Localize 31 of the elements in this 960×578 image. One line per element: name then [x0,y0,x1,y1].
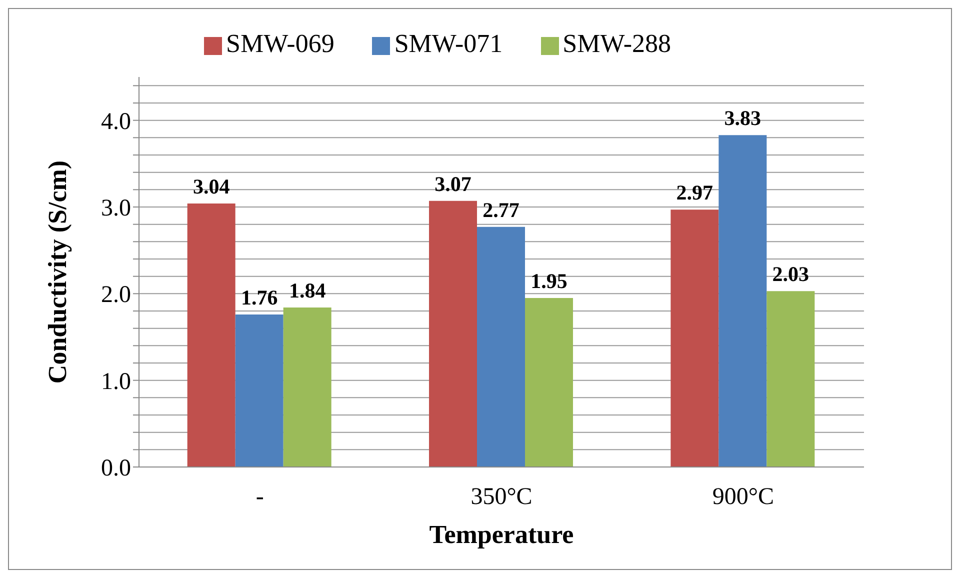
y-tick-label: 4.0 [101,108,131,135]
bar [235,314,284,467]
bar [766,291,815,467]
bar [525,298,573,467]
bar [718,135,767,467]
x-axis-title: Temperature [429,520,574,549]
bar [283,308,332,467]
bar [477,226,525,467]
y-tick-label: 3.0 [101,196,131,222]
y-tick-label: 0.0 [101,456,131,482]
y-tick-label: 1.0 [101,368,131,395]
x-tick-label: 350°C [470,484,532,510]
bar [429,200,477,467]
y-tick-label: 2.0 [101,282,131,308]
data-label: 1.76 [240,285,278,310]
data-label: 3.07 [434,172,472,196]
x-tick-label: - [256,484,264,510]
y-axis-title: Conductivity (S/cm) [43,160,72,384]
x-tick-label: 900°C [712,484,774,510]
data-label: 1.95 [530,269,568,293]
legend-label: SMW-288 [562,29,672,58]
data-label: 2.97 [676,180,714,205]
data-label: 3.04 [192,174,230,199]
data-label: 2.77 [482,198,520,222]
data-label: 2.03 [772,262,810,286]
data-label: 3.83 [724,106,762,130]
bar [187,204,236,467]
legend-label: SMW-069 [226,29,334,58]
legend-label: SMW-071 [394,29,503,58]
bar [670,210,719,467]
data-label: 1.84 [288,278,326,303]
